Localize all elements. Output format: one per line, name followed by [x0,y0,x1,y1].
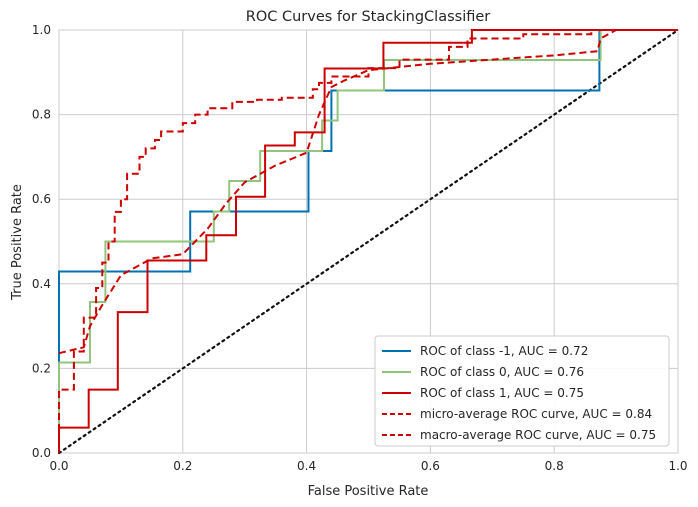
x-axis-label: False Positive Rate [308,484,429,499]
y-tick-label: 0.6 [32,192,51,206]
legend-label: micro-average ROC curve, AUC = 0.84 [420,407,652,421]
legend-label: ROC of class -1, AUC = 0.72 [420,344,588,358]
class-1-roc-line [58,29,678,453]
y-tick-label: 0.8 [32,108,51,122]
legend-label: ROC of class 0, AUC = 0.76 [420,365,584,379]
macro-average-roc-line [58,29,678,355]
legend-label: macro-average ROC curve, AUC = 0.75 [420,428,656,442]
chance-diagonal-line [57,28,680,455]
x-tick-label: 0.8 [545,459,564,473]
chart-title: ROC Curves for StackingClassifier [246,9,491,25]
y-tick-label: 1.0 [32,23,51,37]
y-tick-label: 0.2 [32,361,51,375]
series-layer [58,29,678,453]
micro-average-roc-line [58,29,678,453]
legend-label: ROC of class 1, AUC = 0.75 [420,386,584,400]
x-tick-label: 0.4 [297,459,316,473]
y-tick-labels: 0.0 0.2 0.4 0.6 0.8 1.0 [32,23,51,460]
y-axis-label: True Positive Rate [10,184,25,301]
x-tick-label: 1.0 [668,459,687,473]
y-tick-label: 0.0 [32,446,51,460]
legend: ROC of class -1, AUC = 0.72 ROC of class … [374,335,670,447]
diagonal-layer [57,28,680,455]
y-tick-label: 0.4 [32,277,51,291]
x-tick-label: 0.2 [173,459,192,473]
x-tick-labels: 0.0 0.2 0.4 0.6 0.8 1.0 [49,459,687,473]
legend-box [374,335,670,447]
x-tick-label: 0.6 [421,459,440,473]
x-tick-label: 0.0 [49,459,68,473]
